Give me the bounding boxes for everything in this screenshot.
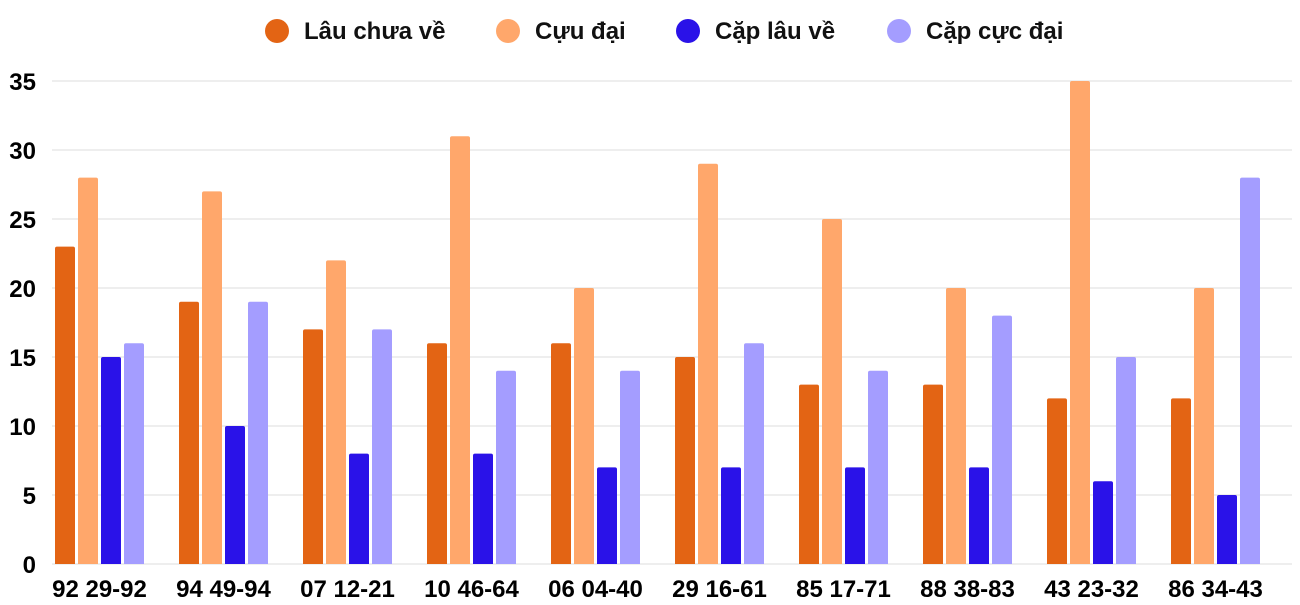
bar-cuu-dai-29-16-61[interactable] (698, 163, 718, 565)
bar-cap-lau-ve-06-04-40[interactable] (597, 467, 617, 564)
x-tick-label: 43 23-32 (1044, 576, 1139, 600)
bar-cap-cuc-dai-85-17-71[interactable] (868, 370, 888, 564)
bar-group-85-17-71 (799, 219, 888, 564)
legend-label: Cựu đại (535, 18, 626, 45)
legend-swatch (887, 19, 911, 43)
bar-cap-cuc-dai-88-38-83[interactable] (992, 315, 1012, 564)
bar-cuu-dai-43-23-32[interactable] (1070, 81, 1090, 564)
legend-item-cap-cuc-dai[interactable]: Cặp cực đại (887, 18, 1063, 45)
bar-lau-chua-ve-86-34-43[interactable] (1171, 398, 1191, 564)
legend: Lâu chưa về Cựu đại Cặp lâu về Cặp cực đại (265, 18, 1063, 45)
y-tick-label: 20 (9, 276, 36, 303)
bar-cap-lau-ve-92-29-92[interactable] (101, 357, 121, 564)
bar-cap-cuc-dai-86-34-43[interactable] (1240, 177, 1260, 564)
y-tick-label: 10 (9, 414, 36, 441)
legend-label: Cặp cực đại (926, 18, 1063, 45)
bar-cap-lau-ve-94-49-94[interactable] (225, 426, 245, 564)
bar-lau-chua-ve-85-17-71[interactable] (799, 384, 819, 564)
bar-cap-lau-ve-43-23-32[interactable] (1093, 481, 1113, 564)
x-tick-label: 07 12-21 (300, 576, 395, 600)
bar-cuu-dai-85-17-71[interactable] (822, 219, 842, 564)
y-tick-label: 25 (9, 207, 36, 234)
bar-lau-chua-ve-10-46-64[interactable] (427, 343, 447, 564)
bar-cap-lau-ve-86-34-43[interactable] (1217, 495, 1237, 564)
bar-cap-cuc-dai-29-16-61[interactable] (744, 343, 764, 564)
x-tick-label: 06 04-40 (548, 576, 643, 600)
bar-cap-cuc-dai-43-23-32[interactable] (1116, 357, 1136, 564)
bar-cap-lau-ve-10-46-64[interactable] (473, 453, 493, 564)
bar-lau-chua-ve-07-12-21[interactable] (303, 329, 323, 564)
bar-group-92-29-92 (55, 177, 144, 564)
y-tick-label: 35 (9, 69, 36, 96)
x-tick-label: 29 16-61 (672, 576, 767, 600)
bar-cap-cuc-dai-07-12-21[interactable] (372, 329, 392, 564)
y-axis: 0 5 10 15 20 25 30 35 (9, 69, 36, 579)
legend-item-lau-chua-ve[interactable]: Lâu chưa về (265, 18, 445, 45)
bar-group-10-46-64 (427, 136, 516, 564)
bar-group-06-04-40 (551, 288, 640, 564)
bar-lau-chua-ve-06-04-40[interactable] (551, 343, 571, 564)
x-tick-label: 85 17-71 (796, 576, 891, 600)
bar-cuu-dai-92-29-92[interactable] (78, 177, 98, 564)
y-tick-label: 5 (23, 483, 36, 510)
x-tick-label: 88 38-83 (920, 576, 1015, 600)
legend-label: Lâu chưa về (304, 18, 445, 45)
bar-cuu-dai-94-49-94[interactable] (202, 191, 222, 564)
y-tick-label: 30 (9, 138, 36, 165)
bar-cuu-dai-10-46-64[interactable] (450, 136, 470, 564)
legend-swatch (496, 19, 520, 43)
bar-cuu-dai-07-12-21[interactable] (326, 260, 346, 564)
bar-cap-cuc-dai-92-29-92[interactable] (124, 343, 144, 564)
bar-cuu-dai-06-04-40[interactable] (574, 288, 594, 564)
bar-cap-cuc-dai-94-49-94[interactable] (248, 301, 268, 564)
bar-lau-chua-ve-94-49-94[interactable] (179, 301, 199, 564)
bars (55, 81, 1260, 565)
bar-lau-chua-ve-43-23-32[interactable] (1047, 398, 1067, 564)
legend-swatch (676, 19, 700, 43)
bar-lau-chua-ve-92-29-92[interactable] (55, 246, 75, 564)
bar-group-07-12-21 (303, 260, 392, 564)
bar-cuu-dai-88-38-83[interactable] (946, 288, 966, 564)
bar-group-43-23-32 (1047, 81, 1136, 564)
bar-cap-lau-ve-29-16-61[interactable] (721, 467, 741, 564)
bar-group-86-34-43 (1171, 177, 1260, 564)
bar-cap-cuc-dai-06-04-40[interactable] (620, 370, 640, 564)
x-tick-label: 92 29-92 (52, 576, 147, 600)
bar-cap-lau-ve-88-38-83[interactable] (969, 467, 989, 564)
legend-label: Cặp lâu về (715, 18, 835, 45)
legend-swatch (265, 19, 289, 43)
x-tick-label: 94 49-94 (176, 576, 271, 600)
bar-cuu-dai-86-34-43[interactable] (1194, 288, 1214, 564)
x-tick-label: 10 46-64 (424, 576, 519, 600)
bar-lau-chua-ve-29-16-61[interactable] (675, 357, 695, 564)
bar-group-29-16-61 (675, 163, 764, 565)
bar-lau-chua-ve-88-38-83[interactable] (923, 384, 943, 564)
y-tick-label: 15 (9, 345, 36, 372)
y-tick-label: 0 (23, 552, 36, 579)
x-axis: 92 29-92 94 49-94 07 12-21 10 46-64 06 04-40… (52, 576, 1263, 603)
legend-item-cuu-dai[interactable]: Cựu đại (496, 18, 626, 45)
bar-group-88-38-83 (923, 288, 1012, 564)
bar-cap-lau-ve-85-17-71[interactable] (845, 467, 865, 564)
bar-cap-lau-ve-07-12-21[interactable] (349, 453, 369, 564)
legend-item-cap-lau-ve[interactable]: Cặp lâu về (676, 18, 835, 45)
bar-group-94-49-94 (179, 191, 268, 564)
bar-cap-cuc-dai-10-46-64[interactable] (496, 370, 516, 564)
x-tick-label: 86 34-43 (1168, 576, 1263, 600)
